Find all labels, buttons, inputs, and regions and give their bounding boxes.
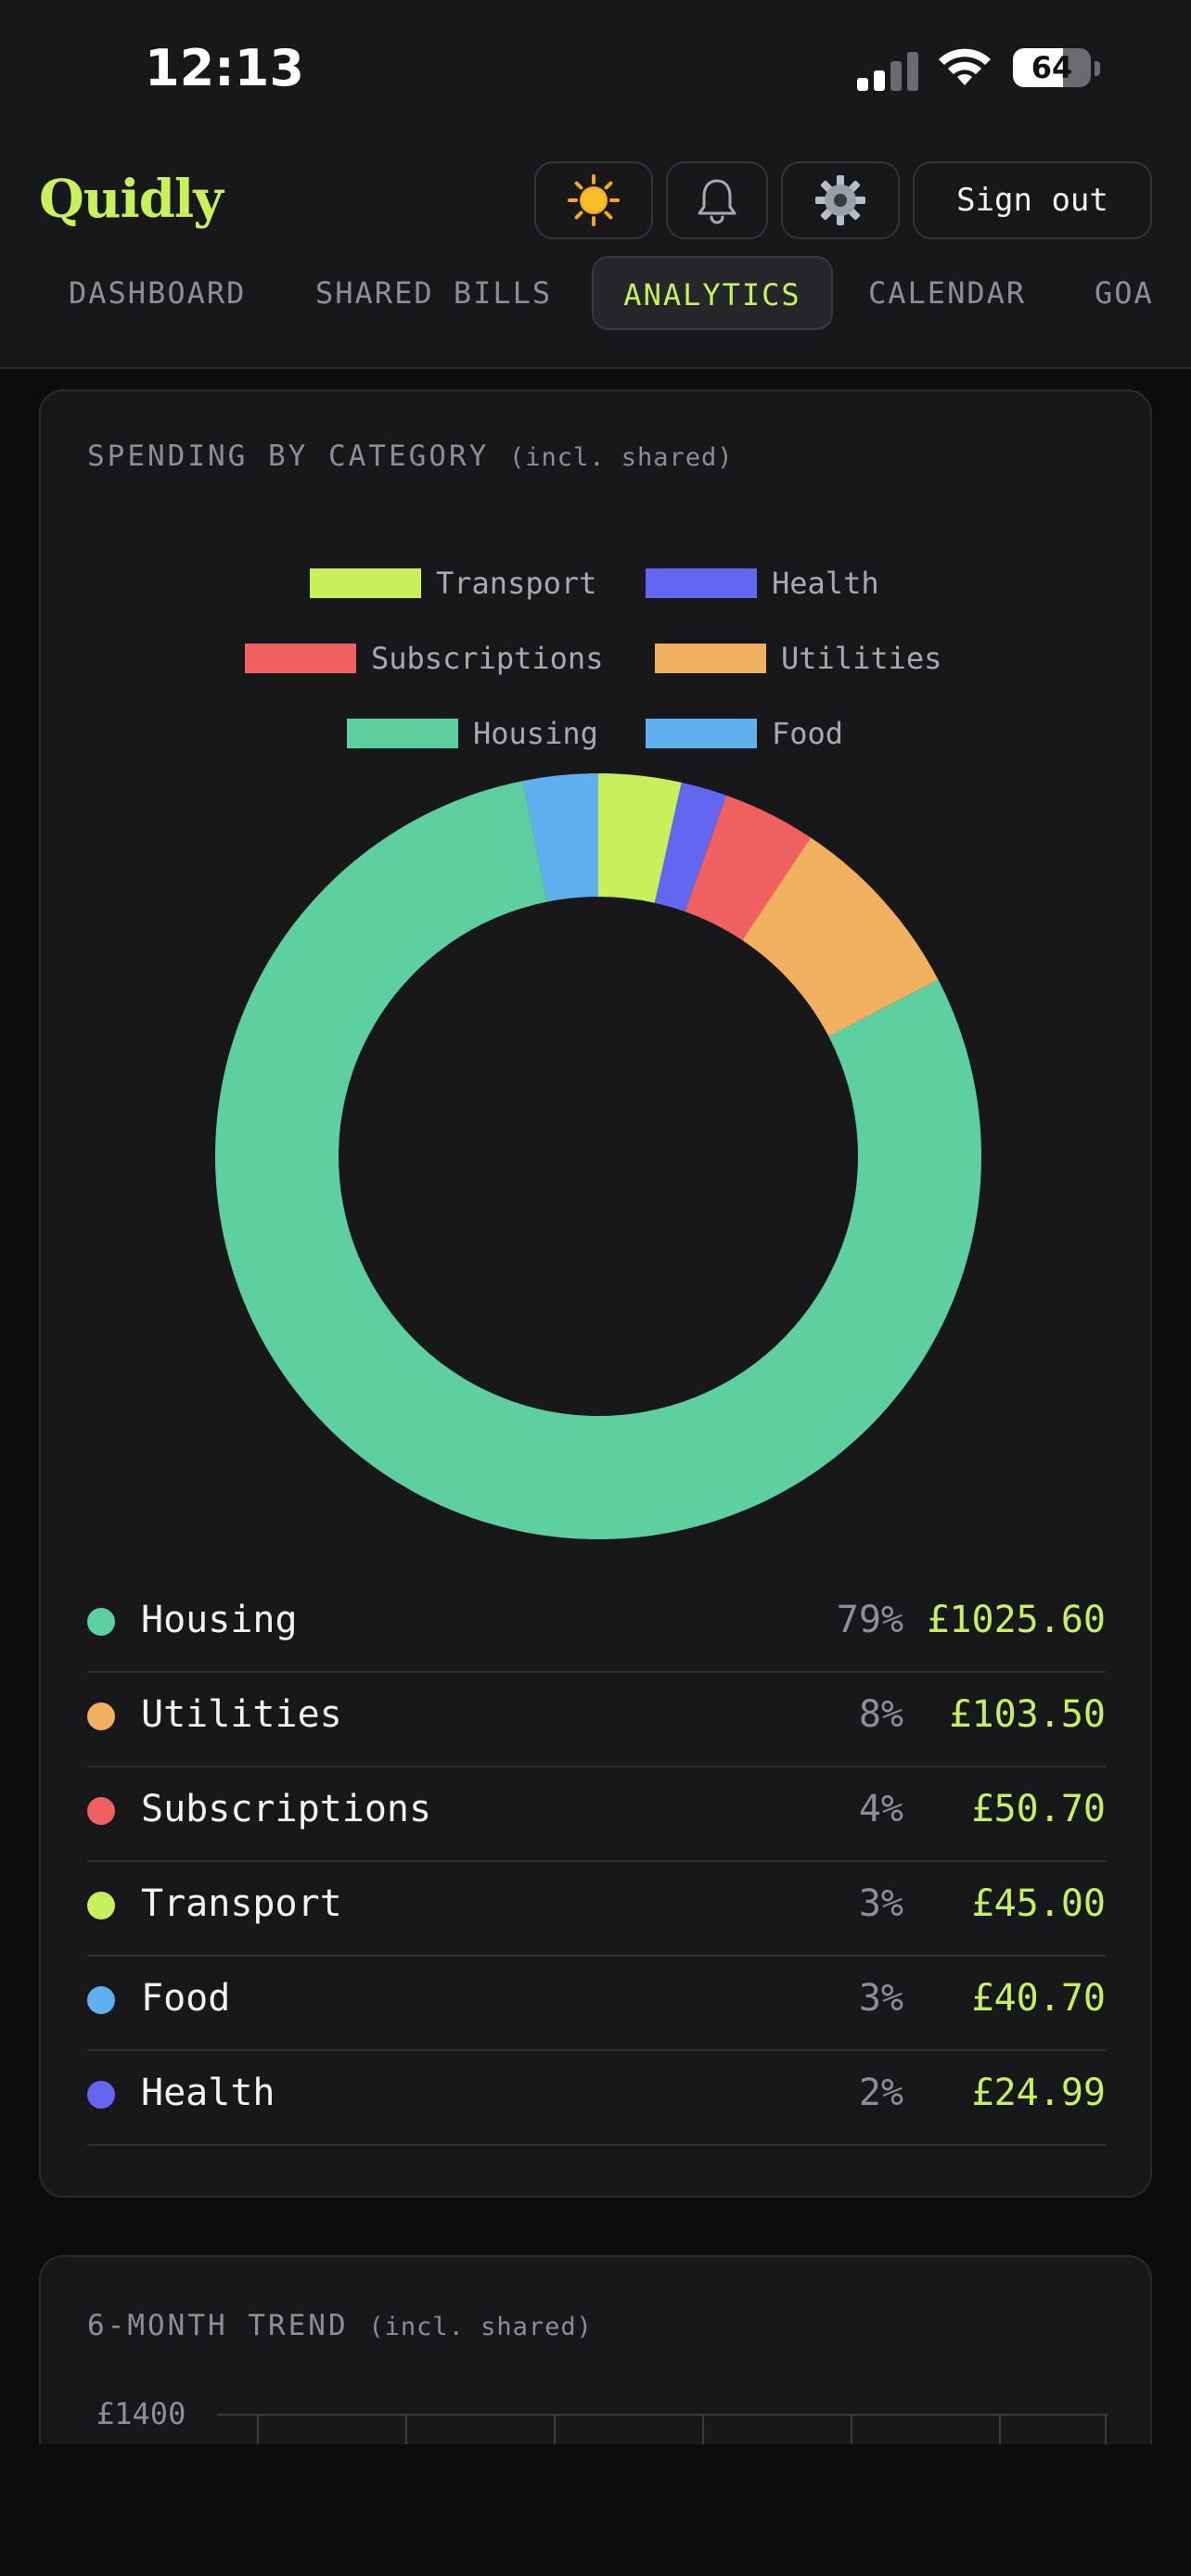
- category-row-transport[interactable]: Transport 3% £45.00: [87, 1862, 1106, 1957]
- legend-item-food[interactable]: Food: [646, 716, 844, 751]
- donut-slice-health[interactable]: [654, 782, 727, 912]
- legend-item-housing[interactable]: Housing: [347, 716, 598, 751]
- category-dot: [87, 1608, 115, 1636]
- tab-shared-bills[interactable]: SHARED BILLS: [315, 275, 553, 311]
- legend-swatch: [245, 644, 356, 673]
- category-percent: 79%: [836, 1599, 903, 1641]
- legend-item-subscriptions[interactable]: Subscriptions: [245, 641, 604, 676]
- category-row-health[interactable]: Health 2% £24.99: [87, 2051, 1106, 2146]
- spending-card-title: SPENDING BY CATEGORY (incl. shared): [87, 440, 734, 473]
- wifi-icon: [939, 48, 991, 85]
- trend-subtitle-text: (incl. shared): [368, 2313, 593, 2341]
- legend-label: Health: [772, 566, 879, 601]
- trend-y-tick: £1400: [96, 2396, 186, 2431]
- legend-swatch: [655, 644, 766, 673]
- donut-slice-transport[interactable]: [598, 773, 682, 903]
- category-dot: [87, 1702, 115, 1730]
- legend-label: Subscriptions: [371, 641, 604, 676]
- category-dot: [87, 2081, 115, 2109]
- spending-by-category-card: SPENDING BY CATEGORY (incl. shared) Tran…: [39, 389, 1152, 2198]
- category-percent: 4%: [858, 1788, 903, 1830]
- legend-item-transport[interactable]: Transport: [310, 566, 597, 601]
- donut-slice-utilities[interactable]: [742, 837, 939, 1037]
- brand-logo: Quidly: [39, 169, 224, 230]
- legend-label: Housing: [473, 716, 598, 751]
- category-percent: 2%: [858, 2072, 903, 2114]
- donut-slice-subscriptions[interactable]: [685, 795, 811, 940]
- legend-item-utilities[interactable]: Utilities: [655, 641, 942, 676]
- theme-toggle-button[interactable]: [534, 161, 653, 239]
- battery-icon: 64: [1013, 48, 1091, 87]
- cellular-signal-icon: [857, 52, 920, 91]
- category-amount: £103.50: [949, 1693, 1106, 1736]
- category-name: Housing: [141, 1599, 298, 1641]
- legend-swatch: [646, 568, 757, 598]
- category-percent: 8%: [858, 1693, 903, 1736]
- trend-title-text: 6-MONTH TREND: [87, 2309, 349, 2342]
- legend-item-health[interactable]: Health: [646, 566, 879, 601]
- category-name: Utilities: [141, 1693, 342, 1736]
- legend-label: Utilities: [781, 641, 942, 676]
- status-bar: 12:13 64: [0, 0, 1191, 148]
- legend-swatch: [310, 568, 421, 598]
- spending-title-text: SPENDING BY CATEGORY: [87, 440, 490, 473]
- legend-label: Food: [772, 716, 844, 751]
- donut-slice-food[interactable]: [522, 773, 598, 902]
- tab-goals[interactable]: GOA: [1095, 275, 1154, 311]
- category-name: Food: [141, 1977, 231, 2020]
- notifications-button[interactable]: [666, 161, 768, 239]
- legend-swatch: [646, 719, 757, 748]
- sign-out-button[interactable]: Sign out: [913, 161, 1152, 239]
- app-header: Quidly: [0, 148, 1191, 369]
- bottom-safe-area: [0, 2444, 1191, 2576]
- tab-analytics[interactable]: ANALYTICS: [592, 256, 833, 330]
- sun-icon: [568, 174, 620, 226]
- bell-icon: [698, 179, 736, 224]
- category-dot: [87, 1892, 115, 1919]
- tab-dashboard[interactable]: DASHBOARD: [69, 275, 247, 311]
- category-amount: £45.00: [971, 1882, 1107, 1925]
- category-dot: [87, 1797, 115, 1825]
- category-dot: [87, 1986, 115, 2014]
- nav-tabs: DASHBOARD SHARED BILLS ANALYTICS CALENDA…: [0, 256, 1191, 336]
- category-percent: 3%: [858, 1977, 903, 2020]
- category-row-subscriptions[interactable]: Subscriptions 4% £50.70: [87, 1767, 1106, 1862]
- trend-card-title: 6-MONTH TREND (incl. shared): [87, 2309, 593, 2342]
- tab-calendar[interactable]: CALENDAR: [868, 275, 1027, 311]
- category-row-food[interactable]: Food 3% £40.70: [87, 1957, 1106, 2051]
- category-row-housing[interactable]: Housing 79% £1025.60: [87, 1578, 1106, 1673]
- category-row-utilities[interactable]: Utilities 8% £103.50: [87, 1673, 1106, 1767]
- category-name: Transport: [141, 1882, 342, 1925]
- category-amount: £24.99: [971, 2072, 1107, 2114]
- category-amount: £50.70: [971, 1788, 1107, 1830]
- settings-button[interactable]: [781, 161, 900, 239]
- gear-icon: [815, 175, 865, 225]
- legend-label: Transport: [436, 566, 597, 601]
- donut-chart: [215, 773, 982, 1539]
- battery-percent: 64: [1031, 50, 1073, 85]
- spending-subtitle-text: (incl. shared): [508, 443, 734, 472]
- battery-tip: [1095, 61, 1100, 76]
- category-percent: 3%: [858, 1882, 903, 1925]
- category-amount: £1025.60: [927, 1599, 1106, 1641]
- category-name: Subscriptions: [141, 1788, 432, 1830]
- status-time: 12:13: [145, 39, 304, 97]
- legend-swatch: [347, 719, 458, 748]
- category-name: Health: [141, 2072, 275, 2114]
- category-amount: £40.70: [971, 1977, 1107, 2020]
- donut-slice-housing[interactable]: [215, 781, 982, 1539]
